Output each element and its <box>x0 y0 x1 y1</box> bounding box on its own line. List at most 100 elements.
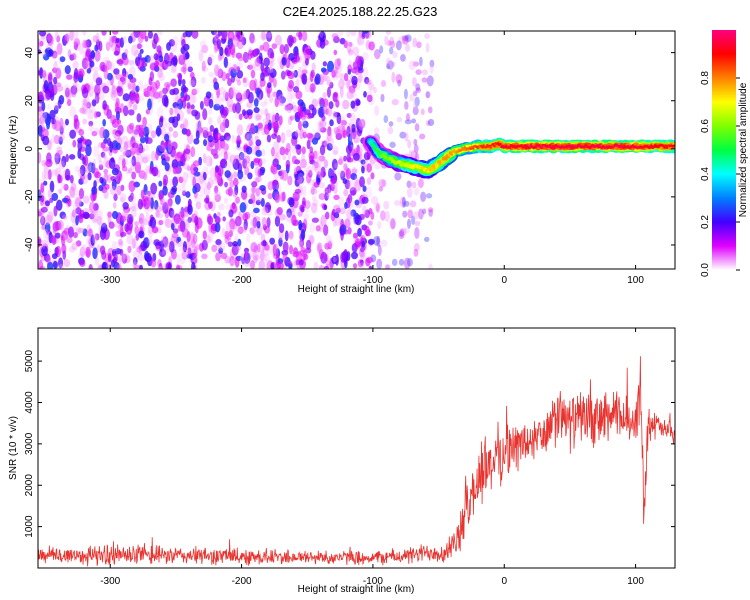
heatmap-cell <box>72 61 79 69</box>
heatmap-cell <box>342 129 347 139</box>
heatmap-cell <box>235 102 242 114</box>
heatmap-cell <box>247 64 254 70</box>
heatmap-cell <box>266 32 272 39</box>
heatmap-cell <box>242 77 247 84</box>
heatmap-cell <box>352 152 360 161</box>
heatmap-cell <box>134 161 142 174</box>
heatmap-cell <box>201 44 209 54</box>
heatmap-cell <box>333 35 340 44</box>
heatmap-cell <box>415 83 421 92</box>
heatmap-cell <box>185 59 193 68</box>
heatmap-cell <box>93 180 97 189</box>
heatmap-cell <box>51 253 58 260</box>
heatmap-cell <box>361 196 369 204</box>
heatmap-cell <box>349 112 356 124</box>
x-tick-label: 0 <box>501 275 507 286</box>
heatmap-cell <box>147 123 153 134</box>
heatmap-cell <box>179 123 185 129</box>
heatmap-cell <box>347 227 352 235</box>
heatmap-cell <box>350 100 356 109</box>
x-tick-label: -200 <box>232 275 252 286</box>
heatmap-cell <box>150 79 157 92</box>
figure-title: C2E4.2025.188.22.25.G23 <box>283 4 438 19</box>
heatmap-cell <box>311 202 318 214</box>
heatmap-cell <box>285 57 291 69</box>
heatmap-cell <box>145 212 151 224</box>
heatmap-cell <box>422 208 427 215</box>
heatmap-cell <box>237 56 244 62</box>
heatmap-cell <box>114 133 120 141</box>
heatmap-cell <box>325 188 332 197</box>
y-tick-label: 1000 <box>24 515 35 538</box>
heatmap-cell <box>116 264 122 269</box>
heatmap-cell <box>321 114 326 122</box>
heatmap-cell <box>278 115 283 126</box>
heatmap-cell <box>192 185 198 194</box>
heatmap-cell <box>47 169 52 180</box>
heatmap-cell <box>82 118 88 125</box>
heatmap-cell <box>264 108 269 117</box>
heatmap-cell <box>64 87 72 100</box>
colorbar-tick-label: 0.8 <box>700 71 711 85</box>
heatmap-cell <box>160 235 166 245</box>
heatmap-cell <box>225 73 230 80</box>
heatmap-cell <box>322 61 328 67</box>
heatmap-cell <box>254 111 261 122</box>
heatmap-cell <box>97 153 102 163</box>
heatmap-cell <box>87 172 92 181</box>
heatmap-cell <box>103 173 109 183</box>
heatmap-cell <box>115 142 121 151</box>
heatmap-cell <box>73 118 80 130</box>
heatmap-cell <box>248 139 253 147</box>
heatmap-cell <box>232 190 238 198</box>
heatmap-cell <box>40 215 46 226</box>
heatmap-cell <box>75 227 82 235</box>
heatmap-cell <box>147 98 152 111</box>
heatmap-cell <box>44 214 51 226</box>
heatmap-cell <box>44 200 50 207</box>
heatmap-cell <box>313 150 318 160</box>
heatmap-cell <box>85 48 92 58</box>
heatmap-cell <box>299 238 305 248</box>
heatmap-cell <box>219 159 227 167</box>
heatmap-cell <box>260 197 265 207</box>
heatmap-cell <box>244 133 250 140</box>
heatmap-cell <box>171 232 179 239</box>
heatmap-cell <box>72 139 77 148</box>
heatmap-cell <box>157 31 163 36</box>
heatmap-ridge-cell <box>450 153 454 156</box>
heatmap-cell <box>195 121 202 131</box>
heatmap-ridge-cell <box>493 144 496 148</box>
snr-marks <box>38 356 675 567</box>
heatmap-ridge-cell <box>452 149 456 152</box>
heatmap-cell <box>340 119 348 126</box>
heatmap-cell <box>176 253 181 265</box>
heatmap-cell <box>171 159 179 169</box>
heatmap-cell <box>403 88 408 100</box>
heatmap-cell <box>279 146 286 156</box>
heatmap-cell <box>262 239 267 247</box>
heatmap-cell <box>318 155 326 162</box>
heatmap-cell <box>187 247 192 256</box>
heatmap-cell <box>250 219 256 227</box>
heatmap-cell <box>228 230 233 237</box>
heatmap-cell <box>326 75 331 86</box>
heatmap-cell <box>201 60 206 72</box>
heatmap-cell <box>136 246 142 253</box>
heatmap-cell <box>137 96 145 102</box>
heatmap-cell <box>149 89 156 101</box>
heatmap-cell <box>82 99 88 106</box>
heatmap-cell <box>133 129 140 135</box>
heatmap-cell <box>194 215 199 226</box>
heatmap-cell <box>232 158 240 170</box>
heatmap-cell <box>318 119 324 127</box>
heatmap-cell <box>162 174 169 186</box>
heatmap-cell <box>254 58 261 67</box>
heatmap-cell <box>260 31 267 41</box>
heatmap-cell <box>213 41 218 54</box>
heatmap-cell <box>333 127 341 135</box>
heatmap-cell <box>346 125 351 138</box>
heatmap-cell <box>395 73 403 84</box>
heatmap-ridge-cell <box>469 147 473 151</box>
heatmap-cell <box>59 56 66 63</box>
